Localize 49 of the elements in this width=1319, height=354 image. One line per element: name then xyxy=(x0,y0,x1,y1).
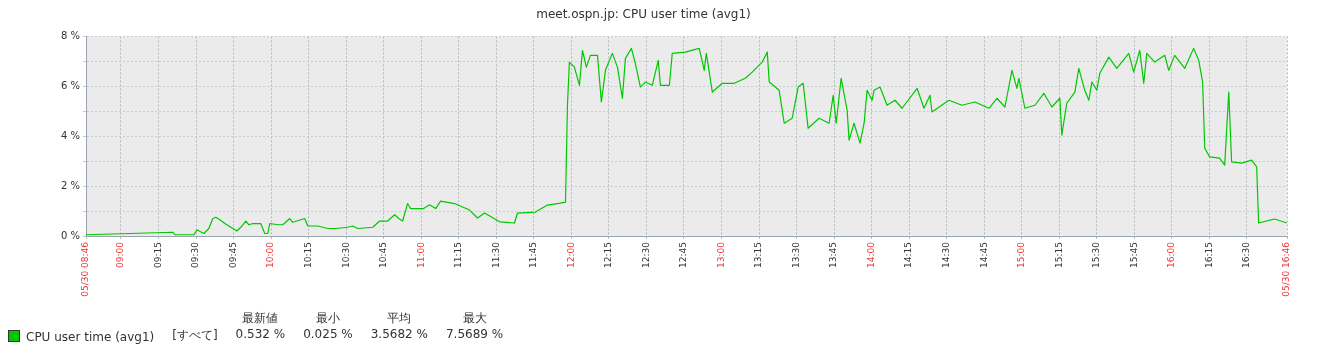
text: [すべて] xyxy=(172,327,218,344)
x-tick-label: 14:00 xyxy=(865,241,876,268)
text: 最新値 xyxy=(241,310,280,327)
x-tick-label: 12:45 xyxy=(678,242,689,268)
text: 0.025 % xyxy=(303,327,353,343)
x-tick-label: 11:45 xyxy=(528,242,539,268)
x-tick-label: 13:00 xyxy=(715,241,726,268)
x-tick-label: 14:45 xyxy=(978,242,989,268)
x-tick-label: 14:30 xyxy=(941,241,952,268)
x-tick-label: 13:45 xyxy=(828,242,839,268)
text: 平均 xyxy=(386,310,413,327)
x-tick-label: 11:30 xyxy=(490,241,501,268)
x-tick-label: 11:15 xyxy=(453,242,464,268)
chart-title: meet.ospn.jp: CPU user time (avg1) xyxy=(536,7,751,22)
x-tick-label: 09:00 xyxy=(115,241,126,268)
text: 最小 xyxy=(314,310,341,327)
text: 0.532 % xyxy=(235,327,286,343)
x-tick-label: 09:45 xyxy=(227,242,238,268)
x-tick-label: 05/30 16:46 xyxy=(1281,241,1292,297)
y-tick-label: 4 % xyxy=(60,129,80,141)
x-tick-label: 09:15 xyxy=(152,242,163,268)
x-tick-label: 14:15 xyxy=(903,242,914,268)
x-tick-label: 10:45 xyxy=(378,242,389,268)
x-tick-label: 11:00 xyxy=(415,241,426,268)
x-tick-label: 12:15 xyxy=(603,242,614,268)
x-tick-label: 15:00 xyxy=(1016,241,1027,268)
x-tick-label: 12:30 xyxy=(640,241,651,268)
x-tick-label: 16:15 xyxy=(1203,242,1214,268)
x-tick-label: 05/30 08:46 xyxy=(80,241,91,297)
x-tick-label: 09:30 xyxy=(190,241,201,268)
text: 3.5682 % xyxy=(370,327,428,343)
x-tick-label: 15:45 xyxy=(1128,242,1139,268)
x-tick-label: 13:15 xyxy=(753,242,764,268)
x-tick-label: 10:00 xyxy=(265,241,276,268)
x-tick-label: 16:00 xyxy=(1166,241,1177,268)
text: 7.5689 % xyxy=(445,327,504,343)
x-tick-label: 10:15 xyxy=(302,242,313,268)
y-tick-label: 2 % xyxy=(60,179,80,191)
text: 最大 xyxy=(461,310,488,327)
x-tick-label: 13:30 xyxy=(790,241,801,268)
y-tick-label: 6 % xyxy=(60,79,80,91)
x-tick-label: 12:00 xyxy=(565,241,576,268)
x-tick-label: 16:30 xyxy=(1241,241,1252,268)
y-tick-label: 8 % xyxy=(60,29,80,41)
legend-label: CPU user time (avg1) xyxy=(26,330,155,344)
x-tick-label: 15:30 xyxy=(1091,241,1102,268)
x-tick-label: 15:15 xyxy=(1053,242,1064,268)
y-tick-label: 0 % xyxy=(60,229,80,241)
x-tick-label: 10:30 xyxy=(340,241,351,268)
